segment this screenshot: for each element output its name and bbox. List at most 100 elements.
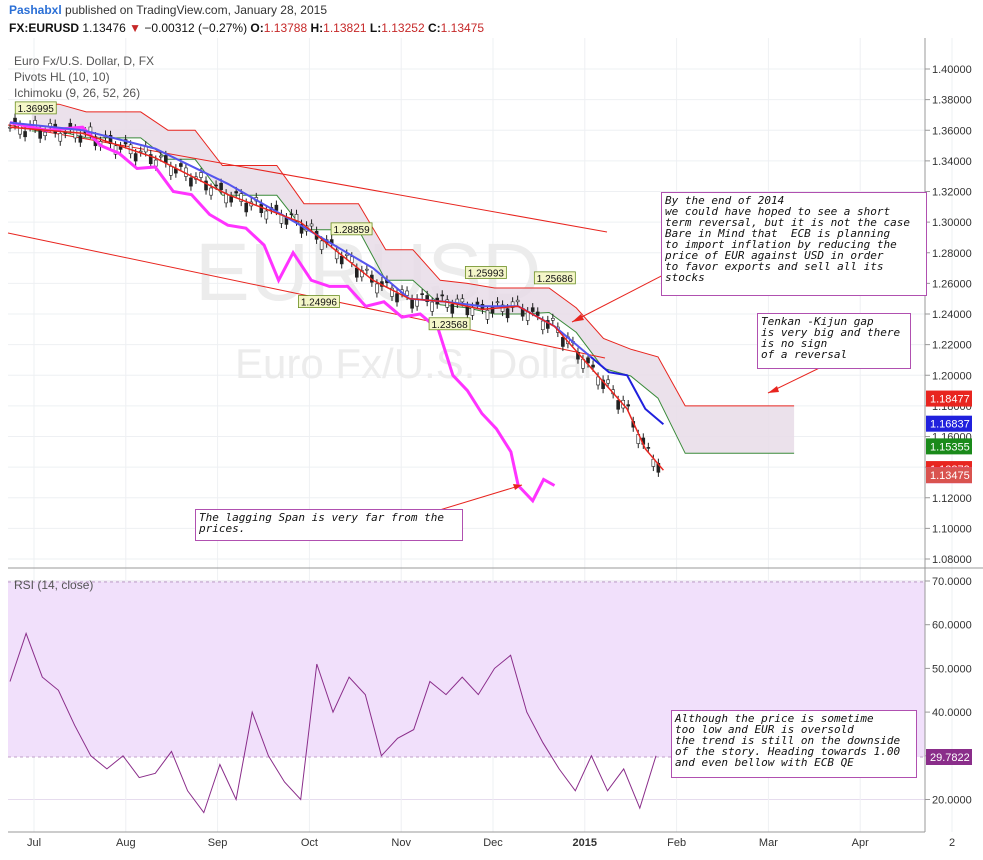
candle-body bbox=[58, 133, 63, 142]
channel-upper-line bbox=[7, 124, 608, 233]
price-tag-value: 1.13475 bbox=[930, 470, 970, 482]
candle-body bbox=[425, 295, 429, 302]
candle-body bbox=[646, 447, 651, 449]
time-tick-label: Oct bbox=[301, 837, 318, 849]
candle-body bbox=[535, 311, 540, 316]
candle-body bbox=[244, 202, 249, 213]
candle-body bbox=[204, 180, 208, 191]
note-rsi-outlook[interactable]: Although the price is sometime too low a… bbox=[671, 710, 917, 778]
candle-body bbox=[586, 357, 590, 364]
price-tag-value: 1.16837 bbox=[930, 419, 970, 431]
candle-body bbox=[410, 298, 414, 309]
candle-body bbox=[365, 268, 369, 271]
candle-body bbox=[395, 293, 399, 303]
note1-arrowhead bbox=[572, 314, 584, 322]
price-tag-value: 1.18477 bbox=[930, 394, 970, 406]
candle-body bbox=[199, 172, 203, 178]
candle-body bbox=[334, 249, 339, 260]
candle-body bbox=[551, 318, 555, 321]
candle-body bbox=[344, 253, 349, 256]
price-tag-value: 1.15355 bbox=[930, 441, 970, 453]
candle-body bbox=[561, 337, 565, 347]
price-tick-label: 1.26000 bbox=[932, 278, 972, 290]
legend-pivots[interactable]: Pivots HL (10, 10) bbox=[14, 70, 110, 84]
pivot-label-box bbox=[464, 266, 507, 279]
price-tag-box bbox=[926, 438, 972, 455]
down-arrow-icon: ▼ bbox=[129, 21, 141, 35]
close-value: 1.13475 bbox=[440, 21, 485, 35]
legend-title[interactable]: Euro Fx/U.S. Dollar, D, FX bbox=[14, 54, 155, 68]
candle-body bbox=[606, 379, 610, 384]
candle-body bbox=[209, 187, 213, 196]
pivot-label-box bbox=[533, 271, 576, 285]
time-tick-label: Jul bbox=[27, 837, 41, 849]
time-tick-label: Aug bbox=[116, 837, 136, 849]
high-value: 1.13821 bbox=[323, 21, 367, 35]
note2-arrowhead bbox=[768, 386, 779, 393]
pivot-label: 1.25686 bbox=[537, 274, 574, 285]
price-tag-box bbox=[926, 467, 972, 484]
lagging-span-line bbox=[9, 121, 556, 504]
candle-body bbox=[234, 191, 238, 194]
pivot-label: 1.36995 bbox=[18, 104, 55, 115]
note3-arrow bbox=[432, 484, 523, 513]
price-pane[interactable]: EURUSD Euro Fx/U.S. Dollar 1.369951.2885… bbox=[7, 101, 841, 513]
close-label: C: bbox=[427, 21, 441, 35]
pivot-label: 1.25993 bbox=[468, 268, 505, 279]
symbol: FX:EURUSD bbox=[9, 21, 80, 35]
pivot-labels: 1.36995 1.28859 1.24996 1.25993 1.23568 1.256… bbox=[14, 101, 576, 331]
candle-body bbox=[23, 131, 27, 138]
author-link[interactable]: Pashabxl bbox=[9, 3, 62, 17]
candle-body bbox=[169, 166, 173, 176]
price-tick-label: 1.08000 bbox=[932, 554, 972, 566]
pivot-label: 1.23568 bbox=[432, 320, 469, 331]
header-line2: FX:EURUSD 1.13476 ▼ −0.00312 (−0.27%) O:… bbox=[9, 21, 484, 35]
candle-body bbox=[430, 301, 434, 312]
price-tick-label: 1.38000 bbox=[932, 95, 972, 107]
price-tags: 1.184771.168371.153551.138731.134761.134… bbox=[926, 390, 972, 484]
rsi-tick-label: 40.0000 bbox=[932, 707, 972, 719]
time-tick-label: Nov bbox=[391, 837, 411, 849]
price-tag-box bbox=[926, 415, 972, 432]
candle-body bbox=[495, 301, 500, 304]
rsi-tag-value: 29.7822 bbox=[930, 752, 970, 764]
rsi-tick-label: 20.0000 bbox=[932, 795, 972, 807]
candle-body bbox=[229, 196, 233, 203]
rsi-value-tag: 29.7822 bbox=[926, 749, 972, 765]
candle-body bbox=[440, 294, 445, 297]
candle-body bbox=[339, 255, 344, 265]
price-tick-label: 1.32000 bbox=[932, 187, 972, 199]
note-lagging-span[interactable]: The lagging Span is very far from the pr… bbox=[195, 509, 463, 541]
candle-body bbox=[450, 304, 455, 314]
time-tick-label: Feb bbox=[667, 837, 686, 849]
note-2014-reversal[interactable]: By the end of 2014 we could have hoped t… bbox=[661, 192, 927, 296]
candle-body bbox=[420, 293, 424, 295]
price-tick-label: 1.24000 bbox=[932, 309, 972, 321]
candle-body bbox=[78, 135, 83, 143]
candle-body bbox=[264, 210, 269, 220]
rsi-line bbox=[9, 631, 657, 814]
pivot-label: 1.28859 bbox=[333, 225, 370, 236]
legend-ichimoku[interactable]: Ichimoku (9, 26, 52, 26) bbox=[14, 86, 141, 100]
time-tick-label: Dec bbox=[483, 837, 503, 849]
pivot-label-box bbox=[330, 222, 373, 236]
candle-body bbox=[505, 308, 510, 319]
note-tenkan-kijun-gap[interactable]: Tenkan -Kijun gap is very big and there … bbox=[757, 313, 911, 369]
price-tick-label: 1.34000 bbox=[932, 156, 972, 168]
last-price: 1.13476 bbox=[82, 21, 126, 35]
time-tick-label: Apr bbox=[852, 837, 869, 849]
price-tick-label: 1.20000 bbox=[932, 370, 972, 382]
candle-body bbox=[219, 182, 223, 191]
candle-body bbox=[465, 306, 470, 316]
candle-body bbox=[616, 400, 620, 410]
pivot-label-box bbox=[297, 295, 340, 308]
pivot-label-box bbox=[14, 101, 57, 115]
candle-body bbox=[405, 290, 409, 296]
time-tick-label: Mar bbox=[759, 837, 778, 849]
candle-body bbox=[38, 129, 42, 139]
time-tick-label: 2015 bbox=[573, 837, 597, 849]
price-tick-label: 1.36000 bbox=[932, 125, 972, 137]
publish-info: published on TradingView.com, January 28… bbox=[61, 3, 327, 17]
price-tick-label: 1.28000 bbox=[932, 248, 972, 260]
